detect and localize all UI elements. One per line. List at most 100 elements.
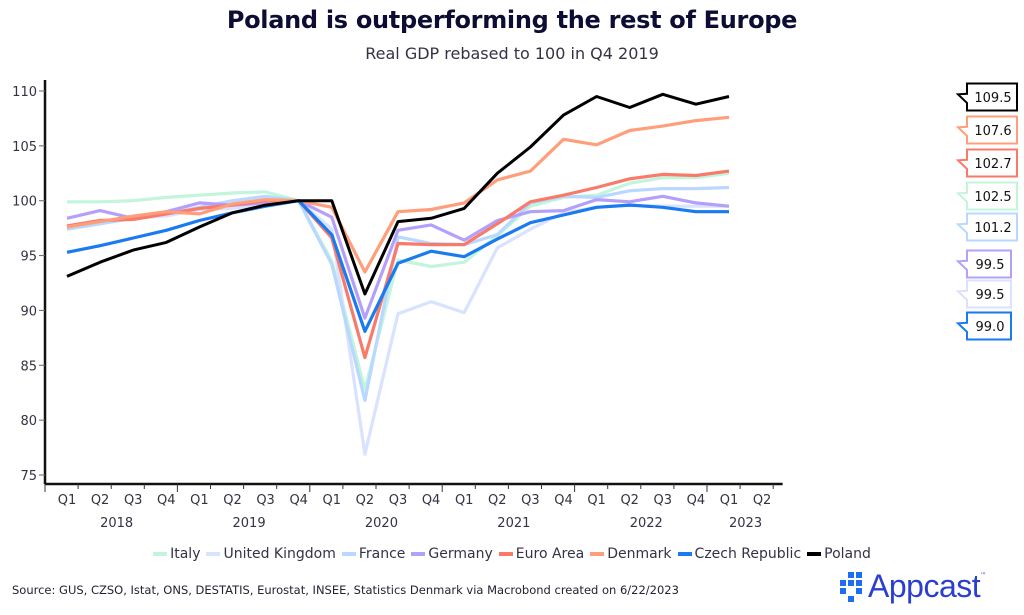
legend-item: United Kingdom — [206, 546, 336, 562]
legend-label: United Kingdom — [223, 546, 336, 562]
end-label-czech-republic: 99.0 — [955, 311, 1012, 341]
x-tick-label: Q2 — [488, 493, 507, 508]
legend-swatch — [677, 552, 692, 556]
x-year-label: 2023 — [729, 516, 762, 531]
y-tick-label: 105 — [12, 140, 37, 155]
legend-swatch — [153, 552, 168, 556]
x-tick-label: Q4 — [422, 493, 441, 508]
x-year-label: 2022 — [630, 516, 663, 531]
end-label-germany: 99.5 — [955, 249, 1012, 279]
x-year-label: 2021 — [497, 516, 530, 531]
logo-text: Appcast — [868, 568, 981, 604]
legend-label: Czech Republic — [694, 546, 802, 562]
x-tick-label: Q4 — [157, 493, 176, 508]
logo-trademark: ™ — [980, 572, 987, 579]
end-label-value: 102.5 — [974, 190, 1011, 205]
x-tick-label: Q4 — [554, 493, 573, 508]
end-label-box — [955, 82, 1018, 112]
end-label-france: 101.2 — [955, 212, 1018, 242]
y-tick-label: 95 — [20, 250, 37, 265]
x-tick-label: Q3 — [124, 493, 143, 508]
end-label-value: 107.6 — [974, 124, 1011, 139]
legend-swatch — [590, 552, 605, 556]
series-lines — [66, 92, 730, 456]
y-tick-label: 80 — [20, 414, 37, 429]
legend-item: Poland — [807, 546, 871, 562]
y-tick-label: 100 — [12, 195, 37, 210]
x-tick-label: Q1 — [455, 493, 474, 508]
y-tick-label: 110 — [12, 85, 37, 100]
y-axis: 75 80 85 90 95 100 105 110 — [12, 80, 47, 484]
logo-dots-icon — [840, 571, 862, 602]
x-tick-label: Q1 — [58, 493, 77, 508]
x-tick-label: Q4 — [289, 493, 308, 508]
legend-label: Italy — [170, 546, 201, 562]
legend-label: Poland — [824, 546, 871, 562]
end-label-value: 101.2 — [974, 221, 1011, 236]
x-tick-label: Q2 — [753, 493, 772, 508]
line-chart: 75 80 85 90 95 100 105 110 Q1 Q2 Q3 Q4 Q1 Q2 Q3 Q4 Q1 Q2… — [12, 80, 1018, 531]
legend-item: Germany — [411, 546, 493, 562]
y-tick-label: 90 — [20, 304, 37, 319]
legend-swatch — [341, 552, 356, 556]
x-tick-label: Q2 — [356, 493, 375, 508]
end-label-united-kingdom: 99.5 — [955, 279, 1012, 309]
end-label-box — [955, 212, 1018, 242]
end-label-denmark: 107.6 — [955, 115, 1018, 145]
legend-label: France — [358, 546, 406, 562]
end-label-box — [955, 181, 1018, 211]
chart-subtitle: Real GDP rebased to 100 in Q4 2019 — [365, 44, 659, 63]
end-label-box — [955, 311, 1012, 341]
end-label-box — [955, 249, 1012, 279]
x-year-label: 2019 — [233, 516, 266, 531]
x-year-label: 2020 — [365, 516, 398, 531]
series-line-france — [66, 185, 730, 402]
legend-item: France — [341, 546, 406, 562]
appcast-logo: Appcast ™ — [840, 568, 986, 605]
legend-label: Denmark — [607, 546, 672, 562]
x-axis: Q1 Q2 Q3 Q4 Q1 Q2 Q3 Q4 Q1 Q2 Q3 Q4 Q1 Q2 Q3 Q4 Q1 Q2 Q3 Q4… — [44, 482, 783, 531]
legend-item: Czech Republic — [677, 546, 802, 562]
x-tick-label: Q1 — [323, 493, 342, 508]
end-label-box — [955, 115, 1018, 145]
series-line-denmark — [66, 115, 730, 274]
end-label-italy: 102.5 — [955, 181, 1018, 211]
end-label-value: 99.5 — [976, 288, 1005, 303]
end-label-poland: 109.5 — [955, 82, 1018, 112]
end-label-box — [955, 279, 1012, 309]
source-note: Source: GUS, CZSO, Istat, ONS, DESTATIS,… — [12, 583, 679, 597]
x-tick-label: Q1 — [190, 493, 209, 508]
series-line-czech-republic — [66, 199, 729, 333]
x-tick-label: Q2 — [620, 493, 639, 508]
x-tick-label: Q2 — [91, 493, 110, 508]
legend-item: Italy — [153, 546, 200, 562]
legend-label: Euro Area — [515, 546, 585, 562]
legend-label: Germany — [428, 546, 493, 562]
x-tick-label: Q3 — [521, 493, 540, 508]
x-year-label: 2018 — [100, 516, 133, 531]
x-tick-label: Q3 — [389, 493, 408, 508]
legend-swatch — [411, 552, 426, 556]
end-label-value: 99.5 — [976, 258, 1005, 273]
x-tick-label: Q3 — [654, 493, 673, 508]
x-tick-label: Q2 — [223, 493, 242, 508]
series-line-italy — [67, 171, 730, 391]
legend: Italy United Kingdom France Germany Euro Are… — [0, 546, 1024, 562]
x-tick-label: Q1 — [587, 493, 606, 508]
legend-swatch — [206, 552, 221, 556]
legend-swatch — [498, 552, 513, 556]
series-line-poland — [66, 92, 730, 296]
x-tick-label: Q1 — [720, 493, 739, 508]
y-tick-label: 75 — [20, 469, 37, 484]
end-label-euro-area: 102.7 — [955, 148, 1018, 178]
y-tick-label: 85 — [20, 359, 37, 374]
end-label-value: 102.7 — [974, 157, 1011, 172]
end-label-box — [955, 148, 1018, 178]
legend-swatch — [807, 552, 822, 556]
x-tick-label: Q4 — [687, 493, 706, 508]
legend-item: Denmark — [590, 546, 672, 562]
end-label-value: 109.5 — [974, 91, 1011, 106]
legend-item: Euro Area — [498, 546, 585, 562]
end-label-value: 99.0 — [976, 320, 1005, 335]
end-labels: 109.5 107.6 102.7 102.5 101.2 99.5 99.5 99.0 — [955, 82, 1018, 341]
